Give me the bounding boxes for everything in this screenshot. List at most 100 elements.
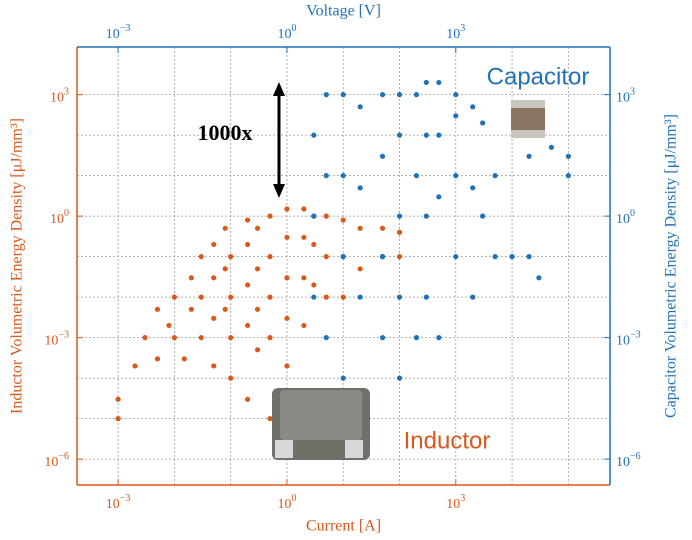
- point: [526, 254, 531, 259]
- point: [255, 266, 260, 271]
- legend-capacitor: Capacitor: [487, 63, 590, 90]
- y2-tick-label: 10−3: [616, 330, 641, 349]
- tick-base: 10: [106, 27, 120, 42]
- point: [228, 254, 233, 259]
- point: [311, 242, 316, 247]
- point: [172, 295, 177, 300]
- point: [397, 92, 402, 97]
- point: [324, 92, 329, 97]
- x-tick-label: 10−3: [106, 493, 131, 512]
- point: [199, 295, 204, 300]
- point: [228, 335, 233, 340]
- x-axis-label: Current [A]: [306, 518, 381, 535]
- point: [324, 295, 329, 300]
- inductor-image: [272, 388, 370, 460]
- x2-tick-label: 103: [446, 23, 465, 42]
- tick-exponent: 3: [630, 87, 635, 98]
- point: [358, 185, 363, 190]
- point: [211, 275, 216, 280]
- y2-axis-label: Capacitor Volumetric Energy Density [μJ/…: [663, 114, 680, 418]
- point: [301, 275, 306, 280]
- point: [453, 92, 458, 97]
- point: [228, 376, 233, 381]
- point: [436, 133, 441, 138]
- point: [311, 133, 316, 138]
- point: [358, 104, 363, 109]
- point: [255, 347, 260, 352]
- tick-base: 10: [616, 212, 630, 227]
- point: [245, 242, 250, 247]
- point: [341, 376, 346, 381]
- point: [397, 254, 402, 259]
- chart: 1000x 10−310010310−310010310−610−3100103…: [0, 0, 692, 540]
- point: [397, 214, 402, 219]
- tick-base: 10: [616, 91, 630, 106]
- point: [267, 214, 272, 219]
- tick-exponent: 3: [460, 23, 465, 34]
- point: [155, 356, 160, 361]
- point: [245, 217, 250, 222]
- point: [284, 206, 289, 211]
- point: [470, 104, 475, 109]
- point: [493, 173, 498, 178]
- point: [255, 307, 260, 312]
- point: [142, 335, 147, 340]
- point: [397, 295, 402, 300]
- tick-exponent: 3: [460, 493, 465, 504]
- point: [436, 80, 441, 85]
- point: [284, 316, 289, 321]
- point: [223, 307, 228, 312]
- tick-base: 10: [44, 334, 58, 349]
- y-tick-label: 100: [50, 208, 69, 227]
- point: [470, 185, 475, 190]
- point: [324, 173, 329, 178]
- point: [436, 335, 441, 340]
- point: [284, 363, 289, 368]
- point: [380, 226, 385, 231]
- point: [453, 173, 458, 178]
- point: [267, 335, 272, 340]
- point: [549, 145, 554, 150]
- point: [566, 154, 571, 159]
- point: [358, 295, 363, 300]
- point: [324, 254, 329, 259]
- point: [397, 376, 402, 381]
- point: [245, 282, 250, 287]
- point: [526, 154, 531, 159]
- tick-base: 10: [50, 91, 64, 106]
- tick-base: 10: [616, 455, 630, 470]
- y-tick-label: 10−3: [44, 330, 69, 349]
- point: [480, 214, 485, 219]
- tick-exponent: −3: [58, 330, 69, 341]
- point: [189, 275, 194, 280]
- point: [424, 133, 429, 138]
- point: [380, 335, 385, 340]
- point: [358, 226, 363, 231]
- tick-base: 10: [44, 455, 58, 470]
- point: [189, 307, 194, 312]
- tick-base: 10: [277, 27, 291, 42]
- tick-base: 10: [446, 27, 460, 42]
- point: [380, 92, 385, 97]
- point: [453, 254, 458, 259]
- point: [311, 295, 316, 300]
- y2-tick-label: 103: [616, 87, 635, 106]
- point: [341, 217, 346, 222]
- tick-exponent: 0: [64, 208, 69, 219]
- point: [341, 254, 346, 259]
- y2-tick-label: 10−6: [616, 451, 641, 470]
- point: [284, 235, 289, 240]
- tick-exponent: 0: [630, 208, 635, 219]
- point: [228, 295, 233, 300]
- tick-base: 10: [50, 212, 64, 227]
- point: [301, 235, 306, 240]
- tick-exponent: −3: [120, 23, 131, 34]
- annotation: 1000x: [198, 120, 253, 145]
- point: [424, 80, 429, 85]
- x2-axis-label: Voltage [V]: [306, 3, 381, 20]
- point: [324, 335, 329, 340]
- tick-base: 10: [277, 497, 291, 512]
- tick-base: 10: [616, 334, 630, 349]
- point: [509, 254, 514, 259]
- point: [380, 254, 385, 259]
